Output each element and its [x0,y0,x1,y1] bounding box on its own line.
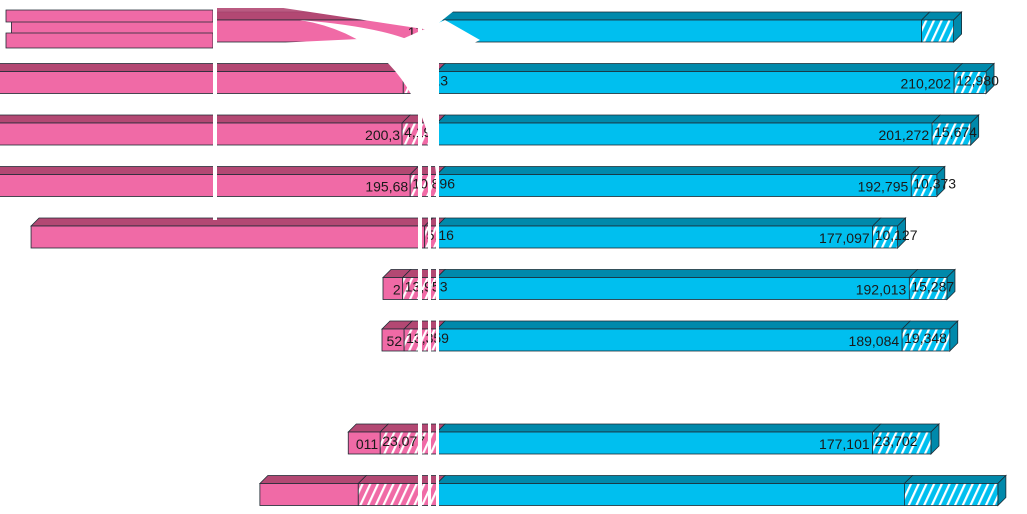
bar-row [0,165,946,198]
bar-left-main [0,122,403,146]
bar-right-main [436,71,955,94]
glitch-vline-4 [213,0,217,220]
glitch-shard-1 [270,6,460,30]
right-minor-value-label: 15,287 [911,279,954,295]
right-minor-value-label: 19,348 [904,330,947,346]
bar-left-minor [357,483,438,506]
bar-right-minor [904,483,999,506]
left-minor-value-label: 13,953 [405,279,448,295]
bar-left-main-top [0,166,420,175]
bar-right-main [436,328,903,352]
bar-right-main-top [436,63,964,72]
left-minor-value-label: 13,359 [406,330,449,346]
bar-right-main-top [436,269,919,278]
bar-right-main [436,277,910,300]
left-minor-value-label: 10,896 [412,176,455,192]
rendering-artifact [5,0,480,514]
right-minor-value-label: 15,674 [934,124,977,140]
glitch-strip-pink-1 [5,9,214,23]
glitch-strip-pink-2 [5,32,214,49]
bar-left-main-top [0,114,412,124]
bar-right-minor [931,122,972,146]
left-main-value-label: 195,68 [365,179,408,195]
bar-left-main [0,71,404,94]
bar-row [0,62,995,95]
bar-right-minor-top [903,475,1007,484]
right-main-value-label: 201,272 [879,127,930,143]
bar-right-main-top [436,11,931,21]
bar-left-minor-top [357,475,446,484]
right-main-value-label: 210,202 [900,76,951,92]
right-main-value-label: 192,795 [858,179,909,195]
left-main-value-label: 2 [393,282,401,298]
right-minor-value-label: 12,980 [956,73,999,89]
bar-left-main [0,174,411,197]
glitch-vline-1 [418,0,422,514]
bar-right-main-top [436,217,882,227]
bar-right-main [436,122,933,146]
bar-row [0,114,980,146]
bar-right-main-top [436,166,921,175]
bar-right-main-top [436,320,912,330]
right-main-value-label: 177,101 [819,436,870,452]
bar-right-minor [908,277,948,300]
bar-right-main-top [436,114,942,124]
bar-left-main-top [0,63,413,72]
bar-right-minor [953,71,987,94]
bar-right-minor [901,328,951,352]
left-main-value-label: 200,3 [365,127,400,143]
right-main-value-label: 177,097 [819,230,870,246]
bar-left-main-top [258,475,368,484]
bar-right-main [436,19,923,43]
bar-right-minor-top [901,320,959,330]
bar-right-minor [872,225,898,249]
bar-right-main [436,225,874,249]
bar-left-main-top [30,217,434,227]
bar-right-minor [910,174,938,197]
bar-row [258,474,1007,507]
bar-right-minor [872,431,932,455]
left-minor-value-label: 5,16 [427,227,454,243]
bar-right-main-top [436,475,914,484]
bars-layer [0,11,1007,507]
glitch-vline-3 [436,0,439,514]
right-minor-value-label: 23,702 [875,433,918,449]
bar-left-minor-top [379,423,446,433]
right-minor-value-label: 10,373 [913,176,956,192]
bar-right-minor-top [871,423,940,433]
bar-left-main [259,483,359,506]
glitch-vline-2 [428,0,431,514]
bar-row [347,423,940,455]
bar-right-main [436,431,874,455]
bar-right-minor [921,19,954,43]
right-minor-value-label: 10,127 [875,227,918,243]
right-main-value-label: 192,013 [856,282,907,298]
bar-right-main [436,174,912,197]
bar-row [30,217,907,249]
right-main-value-label: 189,084 [849,333,900,349]
left-minor-value-label: 23,077 [382,433,425,449]
glitch-curve [300,20,437,180]
bar-right-main [436,483,905,506]
bar-right-main-top [436,423,882,433]
bar-left-main [30,225,426,249]
left-main-value-label: 52 [387,333,403,349]
bar-row [381,320,959,352]
bar-row [10,11,963,43]
left-main-value-label: 011 [356,436,379,452]
